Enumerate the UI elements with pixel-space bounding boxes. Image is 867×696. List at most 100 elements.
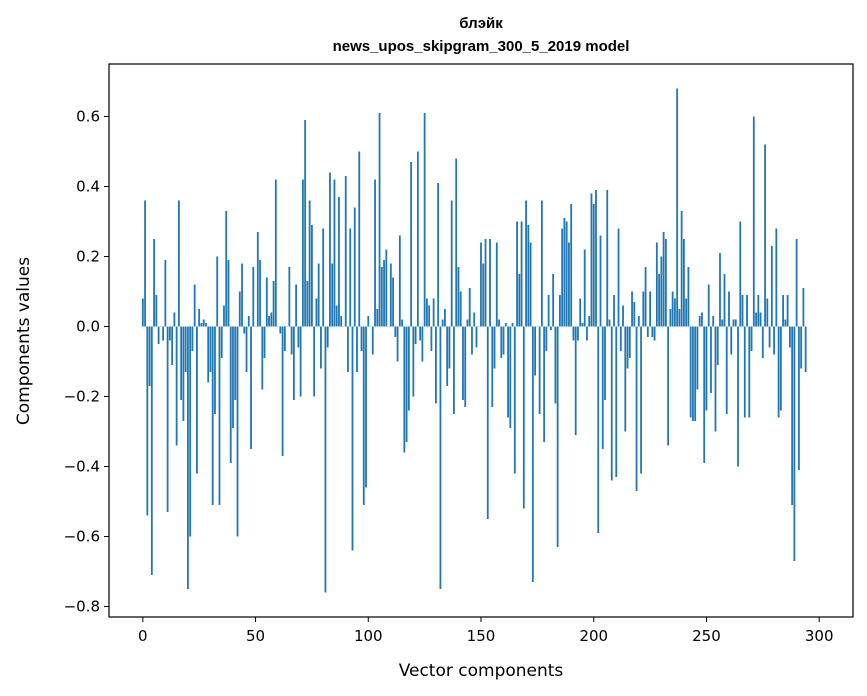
bar-294: [804, 326, 807, 372]
bar-235: [671, 291, 674, 327]
bar-142: [462, 326, 464, 400]
bar-121: [414, 326, 417, 344]
bar-270: [750, 326, 753, 351]
bar-127: [428, 305, 431, 327]
bar-241: [685, 298, 688, 327]
y-tick-label: −0.6: [64, 528, 100, 546]
bar-107: [383, 260, 385, 327]
x-tick-label: 100: [354, 627, 383, 645]
bar-202: [597, 326, 600, 533]
bar-124: [421, 326, 424, 362]
bar-47: [247, 316, 250, 327]
bar-218: [633, 302, 636, 327]
bar-63: [283, 326, 286, 351]
bar-207: [608, 319, 611, 327]
bar-221: [640, 326, 642, 474]
bar-158: [498, 319, 500, 327]
bar-96: [358, 151, 361, 327]
bar-287: [788, 326, 791, 348]
bar-225: [649, 291, 651, 327]
bar-232: [664, 239, 667, 327]
bar-265: [739, 221, 742, 327]
bar-196: [583, 249, 586, 327]
bar-85: [333, 179, 336, 327]
bar-74: [308, 200, 311, 327]
bar-224: [646, 326, 649, 337]
bar-216: [628, 326, 631, 358]
bar-132: [439, 326, 442, 589]
bar-217: [631, 291, 633, 327]
bar-20: [187, 326, 189, 589]
bar-261: [730, 326, 733, 355]
bar-145: [468, 288, 471, 327]
bar-81: [324, 326, 327, 593]
bar-86: [335, 305, 338, 327]
bar-247: [698, 316, 701, 327]
bar-191: [572, 326, 575, 341]
bar-140: [457, 267, 460, 327]
bar-57: [270, 312, 273, 327]
bar-44: [241, 263, 243, 327]
bar-268: [746, 295, 748, 327]
bar-282: [777, 326, 780, 418]
bars-group: [141, 88, 807, 593]
bar-49: [252, 267, 255, 327]
bar-188: [565, 221, 568, 327]
bar-163: [509, 326, 512, 428]
bar-123: [419, 326, 422, 341]
bar-249: [703, 326, 706, 463]
bar-114: [398, 235, 401, 327]
bar-236: [673, 298, 676, 327]
bar-29: [207, 326, 210, 383]
bar-222: [642, 291, 645, 327]
bar-100: [367, 316, 370, 327]
bar-113: [396, 326, 399, 362]
bar-27: [202, 319, 205, 327]
bar-209: [613, 295, 615, 327]
bar-143: [464, 326, 467, 407]
bar-204: [601, 326, 604, 449]
bar-66: [290, 326, 293, 355]
bar-251: [707, 284, 710, 327]
bar-185: [559, 295, 561, 327]
bar-53: [261, 326, 264, 390]
bar-173: [531, 326, 534, 582]
bar-10: [164, 260, 167, 327]
bar-70: [299, 326, 302, 397]
bar-112: [394, 326, 397, 337]
bar-199: [590, 193, 593, 327]
bar-91: [347, 326, 349, 372]
bar-201: [595, 190, 597, 327]
bar-165: [513, 326, 516, 474]
bar-183: [554, 326, 557, 404]
bar-32: [214, 326, 216, 414]
bar-37: [225, 211, 228, 327]
bar-54: [263, 326, 266, 358]
bar-174: [534, 326, 537, 376]
plot-frame: [108, 63, 854, 618]
bar-130: [435, 326, 437, 404]
bar-197: [586, 326, 588, 341]
bar-39: [229, 326, 232, 463]
bar-83: [329, 172, 331, 327]
bar-171: [527, 225, 530, 327]
bar-253: [712, 316, 715, 327]
bar-97: [360, 326, 363, 351]
bar-162: [507, 326, 509, 418]
bar-148: [475, 326, 478, 348]
bar-137: [450, 200, 453, 327]
bar-182: [552, 274, 555, 327]
chart-title-line2: news_upos_skipgram_300_5_2019 model: [333, 38, 630, 55]
bar-194: [579, 298, 582, 327]
bar-262: [732, 319, 735, 327]
bar-30: [209, 326, 212, 372]
bar-271: [752, 116, 755, 327]
bar-46: [245, 326, 248, 372]
bar-12: [168, 326, 171, 341]
bar-75: [311, 225, 313, 327]
bar-58: [272, 281, 275, 327]
bar-98: [362, 326, 365, 505]
bar-35: [220, 326, 223, 358]
bar-198: [588, 316, 591, 327]
bar-23: [193, 284, 196, 327]
